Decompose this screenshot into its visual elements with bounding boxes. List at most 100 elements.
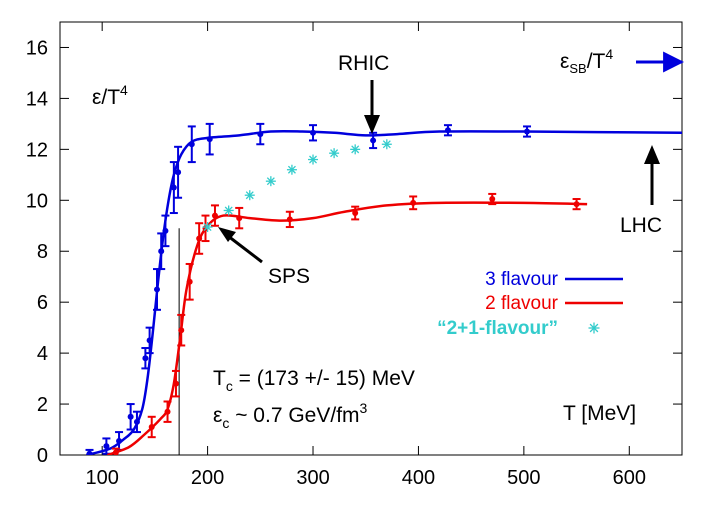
data-point bbox=[148, 423, 155, 430]
legend-label-2plus1-flavour: “2+1-flavour” bbox=[437, 318, 558, 339]
star-stroke bbox=[589, 323, 599, 333]
legend-star-marker bbox=[588, 322, 600, 334]
y-tick-label: 12 bbox=[26, 139, 48, 161]
star-stroke bbox=[351, 145, 360, 154]
data-point bbox=[170, 184, 177, 191]
x-axis-label: T [MeV] bbox=[563, 402, 636, 425]
sps-label: SPS bbox=[268, 265, 310, 288]
star-point bbox=[308, 154, 319, 165]
star-stroke bbox=[203, 223, 212, 232]
x-tick-label: 300 bbox=[296, 467, 329, 489]
series-3-flavour bbox=[85, 122, 682, 455]
x-tick-label: 400 bbox=[402, 467, 435, 489]
legend-item-3-flavour: 3 flavour bbox=[485, 269, 623, 290]
star-stroke bbox=[287, 165, 296, 174]
sps-arrow-head bbox=[218, 227, 236, 242]
rhic-annotation: RHIC bbox=[338, 52, 389, 134]
data-point bbox=[286, 216, 293, 223]
legend-star bbox=[588, 322, 600, 334]
lhc-label: LHC bbox=[620, 214, 662, 237]
x-tick-label: 500 bbox=[507, 467, 540, 489]
x-tick-label: 100 bbox=[85, 467, 118, 489]
data-point bbox=[153, 286, 160, 293]
legend: 3 flavour 2 flavour “2+1-flavour” bbox=[437, 269, 623, 339]
data-point bbox=[186, 278, 193, 285]
star-point bbox=[381, 139, 392, 150]
data-point bbox=[370, 137, 377, 144]
tc-text: Tc = (173 +/- 15) MeV bbox=[213, 367, 415, 394]
series-2plus1-flavour bbox=[202, 139, 392, 233]
data-point bbox=[444, 127, 451, 134]
y-axis-label: ε/T4 bbox=[92, 82, 128, 109]
data-point bbox=[188, 141, 195, 148]
data-point bbox=[410, 199, 417, 206]
star-point bbox=[350, 144, 361, 155]
y-tick-label: 0 bbox=[37, 445, 48, 467]
star-stroke bbox=[245, 191, 254, 200]
data-point bbox=[310, 129, 317, 136]
data-point bbox=[142, 355, 149, 362]
data-point bbox=[257, 131, 264, 138]
plot-area bbox=[85, 122, 682, 455]
data-point bbox=[112, 449, 119, 455]
star-stroke bbox=[309, 155, 318, 164]
legend-item-2plus1-flavour: “2+1-flavour” bbox=[437, 318, 600, 339]
star-point bbox=[244, 190, 255, 201]
rhic-label: RHIC bbox=[338, 52, 389, 75]
data-point bbox=[196, 235, 203, 242]
y-tick-label: 16 bbox=[26, 37, 48, 59]
star-point bbox=[265, 176, 276, 187]
data-point bbox=[127, 413, 134, 420]
esb-annotation: εSB/T4 bbox=[560, 46, 685, 76]
esb-label: εSB/T4 bbox=[560, 46, 613, 76]
legend-item-2-flavour: 2 flavour bbox=[485, 293, 623, 314]
star-stroke bbox=[224, 206, 233, 215]
data-point bbox=[178, 327, 185, 334]
data-point bbox=[162, 227, 169, 234]
data-point bbox=[206, 136, 213, 143]
data-point bbox=[164, 408, 171, 415]
legend-label-2-flavour: 2 flavour bbox=[485, 293, 559, 314]
data-point bbox=[116, 437, 123, 444]
data-point bbox=[86, 450, 93, 455]
data-point bbox=[133, 418, 140, 425]
star-point bbox=[202, 222, 213, 233]
star-point bbox=[286, 164, 297, 175]
star-stroke bbox=[330, 149, 339, 158]
x-tick-label: 200 bbox=[191, 467, 224, 489]
data-point bbox=[172, 380, 179, 387]
y-tick-label: 10 bbox=[26, 190, 48, 212]
rhic-arrow-head bbox=[364, 115, 380, 134]
lhc-annotation: LHC bbox=[620, 145, 662, 237]
data-point bbox=[175, 169, 182, 176]
lhc-arrow-head bbox=[644, 145, 660, 164]
ec-text: εc ~ 0.7 GeV/fm3 bbox=[213, 400, 368, 431]
x-tick-label: 600 bbox=[613, 467, 646, 489]
data-point bbox=[211, 212, 218, 219]
data-point bbox=[489, 196, 496, 203]
star-stroke bbox=[382, 140, 391, 149]
data-point bbox=[146, 337, 153, 344]
data-point bbox=[103, 443, 110, 450]
y-tick-label: 2 bbox=[37, 394, 48, 416]
data-point bbox=[236, 215, 243, 222]
data-point bbox=[524, 128, 531, 135]
star-stroke bbox=[266, 177, 275, 186]
legend-label-3-flavour: 3 flavour bbox=[485, 269, 559, 290]
y-tick-label: 6 bbox=[37, 292, 48, 314]
data-point bbox=[573, 201, 580, 208]
y-tick-label: 8 bbox=[37, 241, 48, 263]
series-layer bbox=[85, 122, 682, 455]
star-point bbox=[223, 205, 234, 216]
sps-annotation: SPS bbox=[218, 227, 310, 288]
y-axis-ticks: 0 2 4 6 8 10 12 14 16 bbox=[26, 37, 682, 467]
data-point bbox=[352, 210, 359, 217]
y-tick-label: 4 bbox=[37, 343, 48, 365]
plot-frame bbox=[59, 21, 683, 456]
y-tick-label: 14 bbox=[26, 88, 48, 110]
star-point bbox=[329, 148, 340, 159]
data-point bbox=[158, 248, 165, 255]
sps-arrow-shaft bbox=[227, 234, 263, 264]
x-axis-ticks: 100 200 300 400 500 600 bbox=[85, 22, 646, 489]
